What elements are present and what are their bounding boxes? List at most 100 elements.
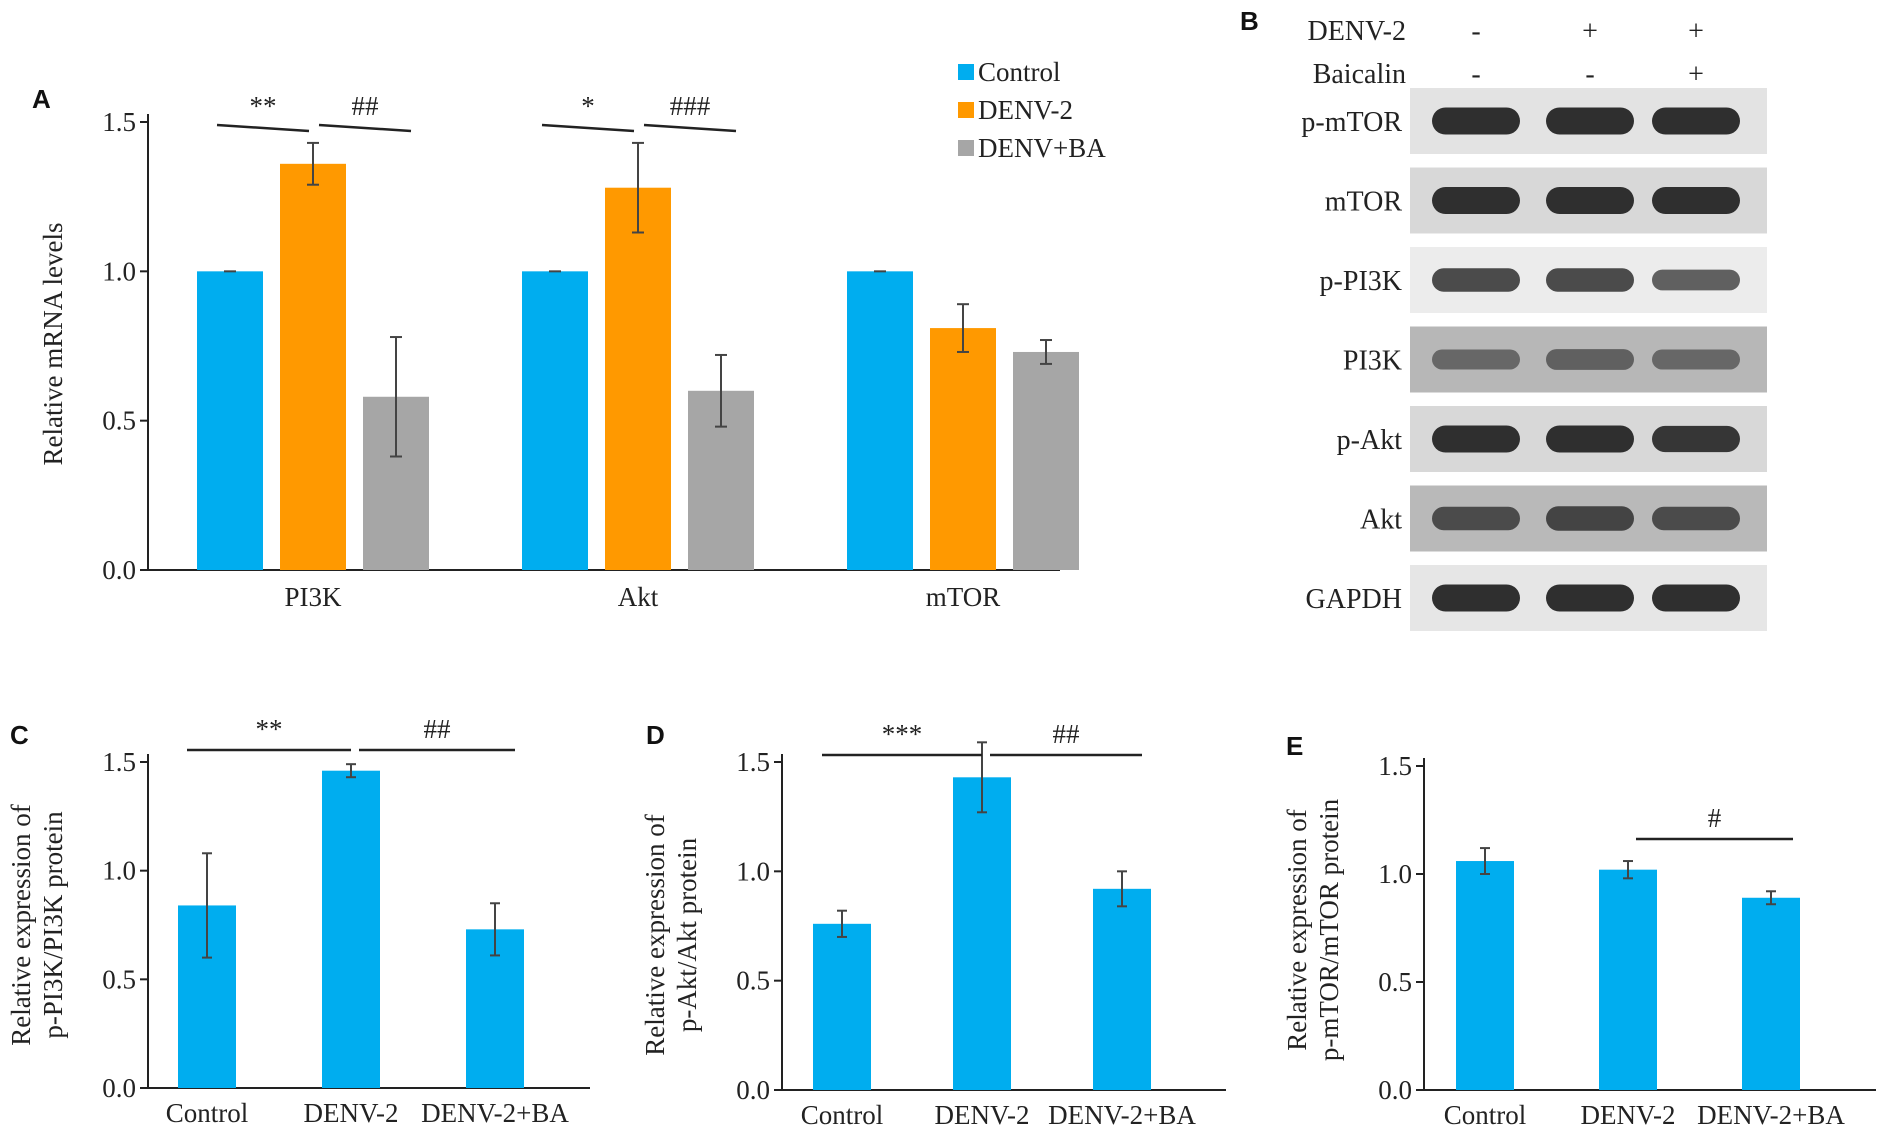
panel-d-significance-label: ## — [1053, 719, 1081, 749]
panel-d-plot-area: 0.0 0.5 1.0 1.5 Control DENV-2 DENV-2+BA *** ## — [736, 719, 1226, 1130]
panel-a-y-tick-label: 0.0 — [102, 555, 136, 585]
panel-e-x-tick-label: DENV-2+BA — [1697, 1100, 1845, 1130]
panel-a-significance-line — [318, 123, 412, 133]
panel-c-letter: C — [10, 720, 29, 750]
panel-e-plot-area: 0.0 0.5 1.0 1.5 Control DENV-2 DENV-2+BA # — [1378, 751, 1876, 1130]
blot-condition-label: Baicalin — [1313, 59, 1406, 90]
blot-band — [1546, 268, 1634, 292]
blot-band — [1546, 107, 1634, 135]
blot-band — [1652, 186, 1740, 215]
panel-e-letter: E — [1286, 731, 1303, 761]
blot-band — [1652, 584, 1740, 612]
blot-condition-sign: - — [1471, 16, 1480, 47]
panel-d-x-tick-label: DENV-2+BA — [1048, 1100, 1196, 1130]
blot-band — [1432, 107, 1520, 135]
panel-a-y-tick-label: 1.5 — [102, 107, 136, 137]
blot-band — [1546, 349, 1634, 370]
blot-band — [1432, 584, 1520, 612]
panel-d-bar-control — [813, 923, 871, 1090]
legend-swatch-denvba — [958, 140, 974, 156]
panel-d-y-tick-label: 0.5 — [736, 966, 770, 996]
panel-a-y-tick-label: 1.0 — [102, 256, 136, 286]
panel-e-y-tick-label: 1.0 — [1378, 859, 1412, 889]
legend-label-control: Control — [978, 57, 1061, 87]
panel-a-x-tick-label: mTOR — [926, 582, 1001, 612]
panel-e-bar-denv-2 — [1599, 869, 1657, 1090]
blot-condition-sign: - — [1471, 59, 1480, 90]
panel-e-chart: E Relative expression of p-mTOR/mTOR pro… — [1282, 731, 1876, 1130]
blot-row-label: PI3K — [1343, 346, 1402, 377]
panel-c-plot-area: 0.0 0.5 1.0 1.5 Control DENV-2 DENV-2+BA ** ## — [102, 714, 590, 1128]
panel-e-y-tick-label: 0.0 — [1378, 1075, 1412, 1105]
panel-c-significance-label: ## — [424, 714, 452, 744]
panel-d-y-tick-label: 1.0 — [736, 856, 770, 886]
blot-band — [1652, 269, 1740, 291]
legend-swatch-control — [958, 64, 974, 80]
blot-band — [1652, 349, 1740, 370]
panel-d-y-tick-label: 0.0 — [736, 1075, 770, 1105]
panel-b-letter: B — [1240, 6, 1259, 36]
panel-c-y-tick-label: 0.0 — [102, 1073, 136, 1103]
blot-condition-label: DENV-2 — [1307, 16, 1406, 47]
blot-row-label: Akt — [1360, 505, 1402, 536]
blot-condition-sign: - — [1585, 59, 1594, 90]
blot-row-label: mTOR — [1325, 187, 1403, 218]
panel-e-y-tick-label: 1.5 — [1378, 751, 1412, 781]
blot-row-label: GAPDH — [1306, 584, 1402, 615]
panel-d-y-axis-label-line2: p-Akt/Akt protein — [672, 837, 702, 1032]
blot-band — [1546, 506, 1634, 531]
blot-band — [1546, 186, 1634, 215]
legend-label-denv2: DENV-2 — [978, 95, 1073, 125]
blot-band — [1546, 425, 1634, 453]
panel-a-plot-area: 0.0 0.5 1.0 1.5 PI3K Akt mTOR ** ## * ### — [102, 91, 1079, 612]
legend-swatch-denv2 — [958, 102, 974, 118]
panel-a-bar-control — [847, 271, 913, 570]
blot-condition-sign: + — [1688, 16, 1704, 47]
panel-b-western-blot: B DENV-2 - + + Baicalin - - + p-mTOR mTOR p-PI3K P… — [1240, 6, 1767, 631]
panel-e-y-tick-label: 0.5 — [1378, 967, 1412, 997]
panel-a-y-tick-label: 0.5 — [102, 406, 136, 436]
blot-band — [1652, 107, 1740, 135]
panel-d-x-tick-label: DENV-2 — [934, 1100, 1029, 1130]
panel-e-y-axis-label-line1: Relative expression of — [1282, 809, 1312, 1050]
panel-a-bar-control — [522, 271, 588, 570]
panel-c-x-tick-label: DENV-2+BA — [421, 1098, 569, 1128]
panel-d-y-tick-label: 1.5 — [736, 747, 770, 777]
panel-c-y-tick-label: 1.0 — [102, 856, 136, 886]
blot-condition-header: DENV-2 - + + Baicalin - - + — [1307, 16, 1703, 90]
panel-a-significance-line — [216, 123, 310, 133]
panel-a-significance-label: ** — [250, 91, 277, 121]
panel-e-bar-control — [1456, 861, 1514, 1090]
blot-band — [1652, 425, 1740, 453]
blot-band — [1432, 186, 1520, 215]
panel-a-x-tick-label: Akt — [618, 582, 659, 612]
panel-a-letter: A — [32, 84, 51, 114]
panel-e-x-tick-label: Control — [1444, 1100, 1527, 1130]
panel-a-bar-denv-2 — [930, 328, 996, 570]
panel-e-x-tick-label: DENV-2 — [1580, 1100, 1675, 1130]
panel-a-bar-denv-2 — [605, 187, 671, 570]
panel-c-y-tick-label: 1.5 — [102, 747, 136, 777]
panel-a-bar-control — [197, 271, 263, 570]
panel-e-significance-label: # — [1708, 803, 1722, 833]
panel-a-bar-denv-2 — [280, 163, 346, 570]
panel-a-legend: Control DENV-2 DENV+BA — [958, 57, 1106, 163]
blot-band — [1652, 506, 1740, 531]
panel-c-x-tick-label: DENV-2 — [303, 1098, 398, 1128]
panel-c-y-axis-label-line2: p-PI3K/PI3K protein — [38, 811, 68, 1039]
panel-a-significance-line — [643, 123, 737, 133]
blot-row-label: p-Akt — [1337, 425, 1403, 456]
panel-d-chart: D Relative expression of p-Akt/Akt prote… — [640, 719, 1226, 1130]
panel-c-y-tick-label: 0.5 — [102, 964, 136, 994]
panel-a-significance-label: ## — [352, 91, 380, 121]
blot-band — [1432, 268, 1520, 292]
panel-a-x-tick-label: PI3K — [284, 582, 342, 612]
panel-e-y-axis-label-line2: p-mTOR/mTOR protein — [1314, 798, 1344, 1061]
blot-band — [1432, 425, 1520, 453]
panel-e-bar-denv-2-ba — [1742, 897, 1800, 1090]
panel-d-bar-denv-2-ba — [1093, 888, 1151, 1090]
blot-rows: p-mTOR mTOR p-PI3K PI3K p-Akt Akt GAPDH — [1301, 88, 1767, 631]
blot-row-label: p-mTOR — [1301, 107, 1402, 138]
blot-condition-sign: + — [1688, 59, 1704, 90]
